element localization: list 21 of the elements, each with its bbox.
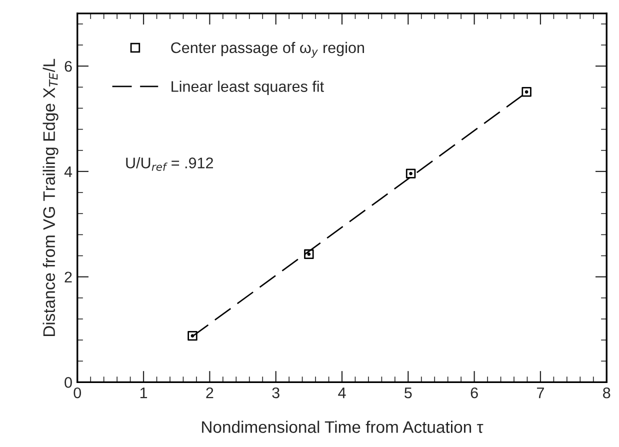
x-tick-label: 8 [603, 387, 610, 398]
y-axis-title: Distance from VG Trailing Edge X$_{TE}$/L [42, 58, 58, 336]
point [406, 168, 416, 178]
x-tick-label: 6 [470, 387, 478, 398]
x-tick-label: 0 [74, 387, 82, 398]
y-tick-label: 6 [64, 60, 72, 72]
point [188, 330, 198, 341]
x-tick-label: 1 [140, 388, 148, 398]
legend-label: Linear least squares fit [172, 80, 324, 95]
legend-label: Center passage of ω$_{y}$ region [171, 42, 364, 58]
x-tick-label: 7 [537, 388, 544, 398]
y-tick-label: 2 [64, 272, 72, 282]
y-tick-label: 4 [64, 166, 72, 177]
point [304, 249, 314, 260]
x-tick-label: 5 [404, 388, 412, 398]
x-tick-label: 2 [206, 387, 214, 398]
x-axis-title: Nondimensional Time from Actuation τ [202, 420, 484, 433]
y-tick-label: 0 [64, 377, 72, 388]
x-tick-label: 4 [338, 388, 346, 398]
annotation: U/U$_{ref}$ = .912 [126, 157, 213, 171]
x-tick-label: 3 [272, 387, 280, 398]
